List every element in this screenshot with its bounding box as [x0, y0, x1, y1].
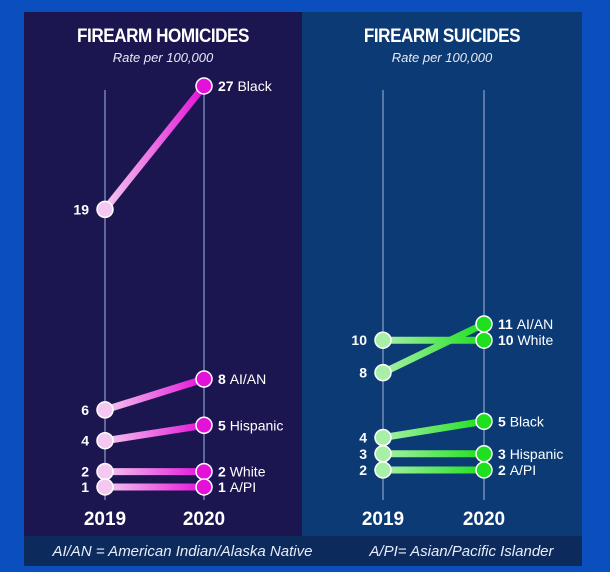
year-label: 2019	[362, 509, 404, 530]
slope-line	[379, 320, 488, 377]
series-white: 2 2 White	[81, 462, 266, 481]
year-label: 2020	[183, 509, 225, 530]
value-label-2019: 4	[359, 430, 367, 446]
value-label-2019: 1	[81, 479, 89, 495]
value-label-2020: 5 Hispanic	[218, 417, 283, 433]
series-white: 10 10 White	[351, 331, 553, 349]
value-label-2019: 10	[351, 332, 367, 348]
point-2019	[374, 461, 392, 479]
point-2019	[374, 363, 392, 382]
point-2019	[374, 445, 392, 463]
series-aian: 8 11 AI/AN	[359, 315, 553, 382]
value-label-2019: 2	[81, 464, 89, 480]
chart-title: FIREARM HOMICIDES	[77, 26, 249, 47]
value-label-2019: 2	[359, 462, 367, 478]
point-2019	[374, 428, 392, 447]
value-label-2020: 5 Black	[498, 413, 545, 429]
chart-subtitle: Rate per 100,000	[391, 50, 493, 65]
series-hispanic: 3 3 Hispanic	[359, 445, 563, 463]
series-api: 1 1 A/PI	[81, 478, 256, 496]
slope-line	[101, 82, 208, 213]
year-label: 2019	[84, 509, 126, 530]
homicides-panel: FIREARM HOMICIDES Rate per 100,000	[24, 12, 302, 536]
value-label-2019: 6	[81, 402, 89, 418]
point-2020	[475, 412, 493, 431]
point-2020	[475, 331, 493, 349]
series-aian: 6 8 AI/AN	[81, 370, 266, 419]
point-2019	[96, 478, 114, 496]
value-label-2020: 10 White	[498, 332, 553, 348]
value-label-2019: 4	[81, 433, 89, 449]
value-label-2019: 3	[359, 446, 367, 462]
chart-title: FIREARM SUICIDES	[363, 26, 521, 47]
suicides-panel: FIREARM SUICIDES Rate per 100,000	[302, 12, 582, 536]
value-label-2019: 19	[73, 201, 89, 217]
value-label-2019: 8	[359, 365, 367, 381]
point-2020	[195, 370, 213, 388]
value-label-2020: 2 White	[218, 464, 266, 480]
point-2019	[96, 401, 114, 419]
value-label-2020: 1 A/PI	[218, 479, 256, 495]
point-2020	[475, 445, 493, 463]
point-2020	[475, 315, 493, 333]
point-2020	[195, 416, 213, 435]
value-label-2020: 3 Hispanic	[498, 446, 563, 462]
series-black: 19 27 Black	[73, 77, 273, 219]
point-2019	[96, 462, 114, 481]
point-2019	[96, 200, 114, 219]
value-label-2020: 2 A/PI	[498, 462, 536, 478]
year-label: 2020	[463, 509, 505, 530]
value-label-2020: 11 AI/AN	[498, 316, 553, 332]
point-2020	[195, 478, 213, 496]
series-api: 2 2 A/PI	[359, 461, 536, 479]
chart-subtitle: Rate per 100,000	[112, 50, 214, 65]
legend-footer: AI/AN = American Indian/Alaska Native A/…	[24, 536, 582, 566]
api-definition: A/PI= Asian/Pacific Islander	[369, 542, 554, 560]
slope-line	[101, 375, 208, 414]
point-2020	[195, 77, 213, 95]
slope-line	[379, 417, 488, 442]
point-2019	[374, 331, 392, 349]
point-2020	[475, 461, 493, 479]
aian-definition: AI/AN = American Indian/Alaska Native	[52, 542, 313, 560]
value-label-2020: 8 AI/AN	[218, 371, 266, 387]
point-2019	[96, 431, 114, 450]
point-2020	[195, 462, 213, 481]
series-hispanic: 4 5 Hispanic	[81, 416, 283, 450]
slope-line	[101, 421, 208, 445]
value-label-2020: 27 Black	[218, 78, 273, 94]
series-black: 4 5 Black	[359, 412, 545, 447]
